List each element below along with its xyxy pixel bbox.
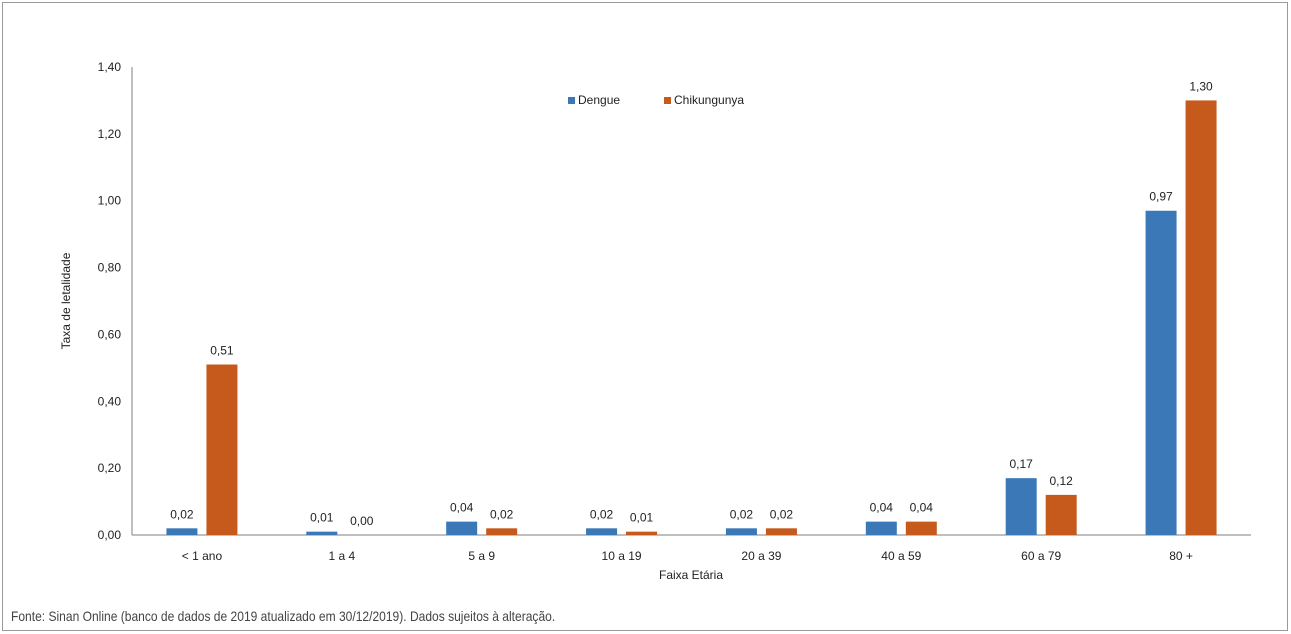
legend-swatch-dengue <box>568 97 575 104</box>
bar-dengue <box>586 528 618 535</box>
data-label-chikungunya: 1,30 <box>1189 79 1213 93</box>
bar-chikungunya <box>765 528 797 535</box>
x-tick-label: < 1 ano <box>182 549 223 563</box>
bar-dengue <box>1145 210 1177 535</box>
data-labels: 0,02 0,51 0,01 0,00 0,04 0,02 0,02 0,01 0,02 0,02… <box>170 79 1213 528</box>
source-note: Fonte: Sinan Online (banco de dados de 2… <box>11 608 556 624</box>
data-label-dengue: 0,97 <box>1149 190 1173 204</box>
y-tick-label: 0,80 <box>98 261 122 275</box>
data-label-dengue: 0,02 <box>590 507 614 521</box>
data-label-dengue: 0,02 <box>730 507 754 521</box>
data-label-dengue: 0,01 <box>310 511 334 525</box>
y-tick-label: 0,20 <box>98 461 122 475</box>
data-label-chikungunya: 0,02 <box>770 507 794 521</box>
y-tick-labels: 0,00 0,20 0,40 0,60 0,80 1,00 1,20 1,40 <box>98 60 122 542</box>
bar-chikungunya <box>1045 494 1077 535</box>
bars <box>166 100 1217 535</box>
bar-dengue <box>166 528 198 535</box>
y-tick-label: 0,60 <box>98 327 122 341</box>
data-label-dengue: 0,04 <box>450 501 474 515</box>
y-tick-label: 0,40 <box>98 394 122 408</box>
data-label-chikungunya: 0,04 <box>910 501 934 515</box>
y-tick-label: 1,20 <box>98 127 122 141</box>
data-label-dengue: 0,17 <box>1010 457 1034 471</box>
legend-swatch-chikungunya <box>664 97 671 104</box>
x-tick-label: 5 a 9 <box>468 549 495 563</box>
data-label-chikungunya: 0,02 <box>490 507 514 521</box>
x-axis-title: Faixa Etária <box>659 568 723 582</box>
bar-chart: 0,00 0,20 0,40 0,60 0,80 1,00 1,20 1,40 < 1 ano… <box>59 60 1251 582</box>
y-axis-title: Taxa de letalidade <box>59 252 73 349</box>
data-label-chikungunya: 0,00 <box>350 514 374 528</box>
bar-dengue <box>446 521 478 535</box>
legend: Dengue Chikungunya <box>568 93 744 107</box>
x-tick-label: 40 a 59 <box>881 549 921 563</box>
x-tick-labels: < 1 ano 1 a 4 5 a 9 10 a 19 20 a 39 40 a 59 60… <box>182 549 1193 563</box>
y-tick-label: 1,40 <box>98 60 122 74</box>
x-tick-label: 1 a 4 <box>328 549 355 563</box>
data-label-dengue: 0,04 <box>870 501 894 515</box>
bar-chikungunya <box>1185 100 1217 535</box>
x-tick-label: 10 a 19 <box>602 549 642 563</box>
y-tick-label: 0,00 <box>98 528 122 542</box>
bar-chikungunya <box>905 521 937 535</box>
data-label-chikungunya: 0,12 <box>1050 474 1074 488</box>
bar-chikungunya <box>626 531 658 535</box>
data-label-dengue: 0,02 <box>170 507 194 521</box>
x-tick-label: 80 + <box>1169 549 1193 563</box>
bar-dengue <box>725 528 757 535</box>
data-label-chikungunya: 0,51 <box>210 344 234 358</box>
y-tick-label: 1,00 <box>98 194 122 208</box>
data-label-chikungunya: 0,01 <box>630 511 654 525</box>
x-tick-label: 60 a 79 <box>1021 549 1061 563</box>
legend-label-dengue: Dengue <box>578 93 620 107</box>
chart-axes <box>131 67 1251 536</box>
legend-label-chikungunya: Chikungunya <box>674 93 744 107</box>
bar-chikungunya <box>206 364 238 535</box>
bar-dengue <box>865 521 897 535</box>
x-tick-label: 20 a 39 <box>741 549 781 563</box>
bar-dengue <box>1005 478 1037 535</box>
bar-chikungunya <box>486 528 518 535</box>
bar-dengue <box>306 531 338 535</box>
